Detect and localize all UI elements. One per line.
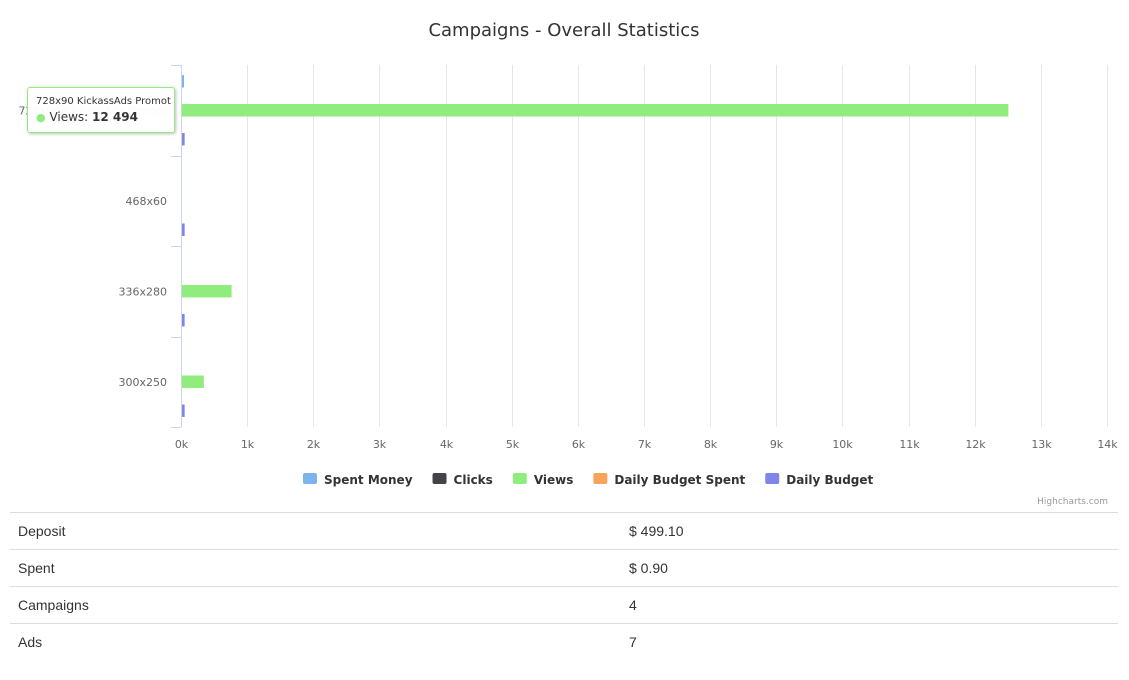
legend-item[interactable]: Spent Money (324, 473, 413, 487)
x-tick-label: 1k (241, 438, 255, 451)
legend-swatch (765, 473, 780, 484)
x-tick-label: 10k (832, 438, 853, 451)
legend-swatch (512, 473, 527, 484)
legend-swatch (593, 473, 608, 484)
tooltip-line: ● Views: 12 494 (36, 110, 174, 124)
x-tick-label: 14k (1097, 438, 1118, 451)
bar-daily-budget (182, 404, 185, 417)
x-tick-label: 5k (506, 438, 520, 451)
chart-title: Campaigns - Overall Statistics (428, 20, 699, 41)
table-row: Ads 7 (10, 623, 1118, 660)
chart-tooltip: 728x90 KickassAds Promot ● Views: 12 494 (27, 87, 175, 133)
stat-value-ads: 7 (623, 623, 1118, 660)
bar-daily-budget (182, 313, 185, 327)
x-tick-label: 3k (373, 438, 387, 451)
legend-swatch (303, 473, 317, 484)
x-tick-label: 12k (965, 438, 986, 451)
x-tick-label: 4k (440, 438, 454, 451)
tooltip-series-label: Views: (49, 110, 89, 124)
x-tick-label: 8k (704, 438, 718, 451)
stat-value-campaigns: 4 (623, 586, 1118, 624)
bar-views (182, 375, 204, 388)
table-row: Campaigns 4 (10, 586, 1118, 624)
bar-daily-budget (182, 223, 185, 236)
legend-item[interactable]: Daily Budget Spent (614, 473, 745, 487)
table-row: Deposit $ 499.10 (10, 512, 1118, 550)
bar-daily-budget (182, 132, 185, 146)
stat-label-campaigns: Campaigns (10, 586, 623, 624)
x-tick-label: 0k (175, 438, 189, 451)
legend-item[interactable]: Clicks (454, 473, 493, 487)
x-tick-label: 13k (1031, 438, 1052, 451)
x-tick-label: 6k (572, 438, 586, 451)
bar-views (182, 285, 232, 298)
stat-label-deposit: Deposit (10, 512, 623, 550)
x-tick-label: 7k (638, 438, 652, 451)
tooltip-dot-icon: ● (36, 111, 46, 124)
category-label: 336x280 (118, 285, 167, 298)
chart: Campaigns - Overall Statistics 0k 1k 2k 3k 4k… (19, 20, 1119, 487)
tooltip-title: 728x90 KickassAds Promot (36, 96, 171, 107)
category-label: 468x60 (125, 195, 167, 208)
category-label: 300x250 (118, 376, 167, 389)
x-tick-label: 9k (770, 438, 784, 451)
tooltip-value: 12 494 (92, 110, 138, 124)
stat-value-spent: $ 0.90 (623, 549, 1118, 587)
bar-views (182, 104, 1009, 117)
x-tick-label: 11k (899, 438, 920, 451)
legend-swatch (432, 473, 447, 484)
credits-link[interactable]: Highcharts.com (1037, 497, 1108, 507)
stat-value-deposit: $ 499.10 (623, 512, 1118, 550)
stat-label-ads: Ads (10, 623, 623, 660)
stats-table: Deposit $ 499.10 Spent $ 0.90 Campaigns … (10, 512, 1118, 660)
x-tick-label: 2k (307, 438, 321, 451)
stat-label-spent: Spent (10, 549, 623, 587)
legend-item[interactable]: Daily Budget (786, 473, 873, 487)
table-row: Spent $ 0.90 (10, 549, 1118, 587)
legend-item[interactable]: Views (534, 473, 574, 487)
bar-spent-money (182, 75, 184, 88)
